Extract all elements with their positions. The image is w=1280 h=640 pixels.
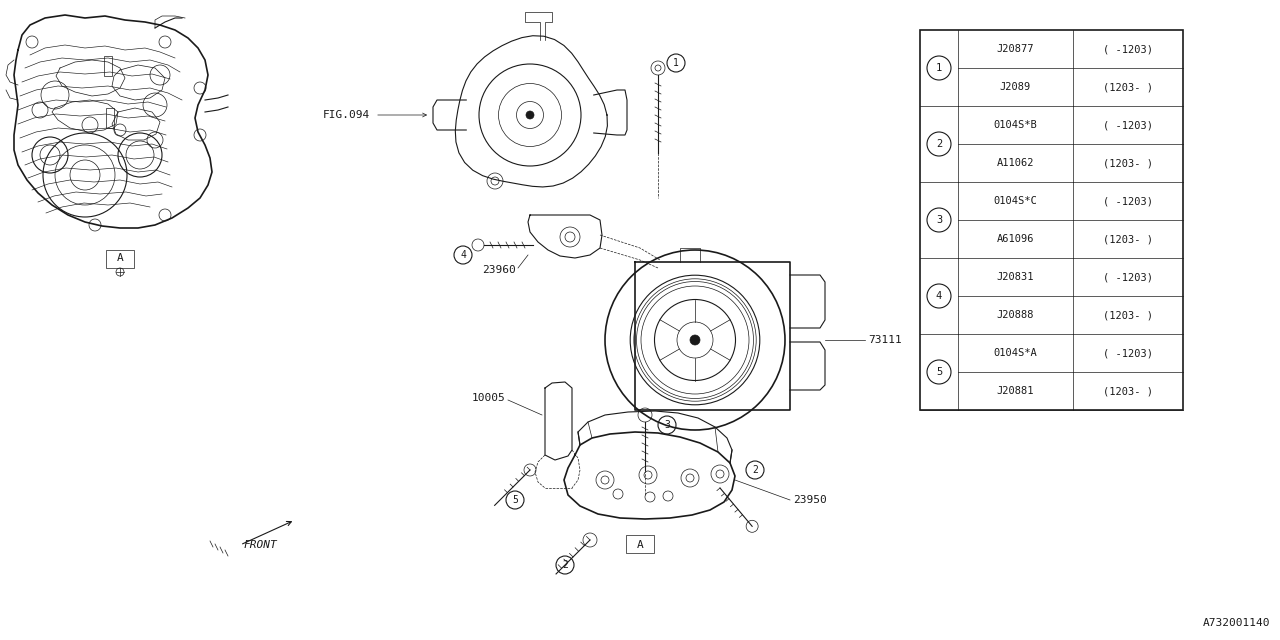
Circle shape	[690, 335, 700, 345]
Text: (1203- ): (1203- )	[1103, 386, 1153, 396]
Text: (1203- ): (1203- )	[1103, 158, 1153, 168]
Text: 0104S*B: 0104S*B	[993, 120, 1037, 130]
Bar	[104, 56, 113, 76]
Text: 2: 2	[562, 560, 568, 570]
Text: ( -1203): ( -1203)	[1103, 196, 1153, 206]
Text: (1203- ): (1203- )	[1103, 234, 1153, 244]
Text: (1203- ): (1203- )	[1103, 310, 1153, 320]
Text: FIG.094: FIG.094	[323, 110, 370, 120]
Text: 2: 2	[936, 139, 942, 149]
Bar	[106, 108, 114, 128]
Text: ( -1203): ( -1203)	[1103, 272, 1153, 282]
Text: ( -1203): ( -1203)	[1103, 120, 1153, 130]
Text: 1: 1	[936, 63, 942, 73]
Text: 3: 3	[664, 420, 669, 430]
Text: J20831: J20831	[997, 272, 1034, 282]
Text: 73111: 73111	[868, 335, 901, 345]
Bar	[626, 535, 654, 553]
Text: 23950: 23950	[794, 495, 827, 505]
Text: A61096: A61096	[997, 234, 1034, 244]
Text: J20888: J20888	[997, 310, 1034, 320]
Text: ( -1203): ( -1203)	[1103, 44, 1153, 54]
Text: J20877: J20877	[997, 44, 1034, 54]
Text: (1203- ): (1203- )	[1103, 82, 1153, 92]
Text: 4: 4	[936, 291, 942, 301]
Text: A: A	[636, 540, 644, 550]
Text: 5: 5	[936, 367, 942, 377]
Text: 2: 2	[753, 465, 758, 475]
Text: 0104S*A: 0104S*A	[993, 348, 1037, 358]
Text: A11062: A11062	[997, 158, 1034, 168]
Text: 0104S*C: 0104S*C	[993, 196, 1037, 206]
Text: J2089: J2089	[1000, 82, 1032, 92]
Text: 3: 3	[936, 215, 942, 225]
Text: FRONT: FRONT	[243, 540, 276, 550]
Bar	[920, 30, 1183, 410]
Text: 5: 5	[512, 495, 518, 505]
Circle shape	[526, 111, 534, 119]
Text: A: A	[116, 253, 123, 263]
Text: A732001140: A732001140	[1202, 618, 1270, 628]
Bar	[106, 250, 134, 268]
Text: 23960: 23960	[483, 265, 516, 275]
Text: 4: 4	[460, 250, 466, 260]
Text: 10005: 10005	[471, 393, 506, 403]
Text: J20881: J20881	[997, 386, 1034, 396]
Text: 1: 1	[673, 58, 678, 68]
Text: ( -1203): ( -1203)	[1103, 348, 1153, 358]
